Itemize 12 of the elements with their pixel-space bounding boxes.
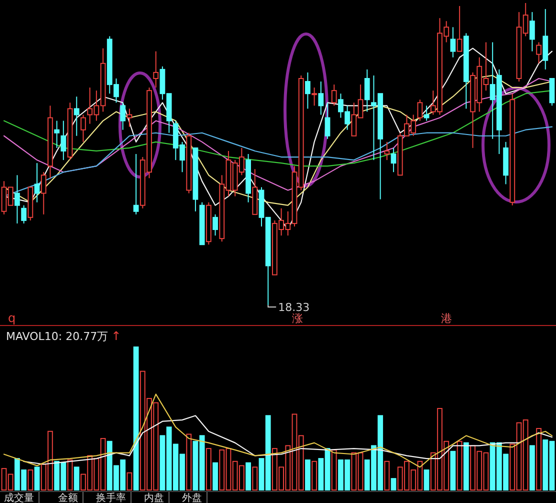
annotation: 金额: [58, 493, 78, 503]
annotation: MAVOL10: 20.77万: [6, 330, 108, 343]
annotation: 港: [441, 312, 452, 325]
annotation: 18.33: [278, 301, 310, 314]
annotation: 外盘: [182, 493, 202, 503]
annotation: 成交量: [4, 493, 34, 503]
annotation: 内盘: [144, 493, 164, 503]
annotation: ↑: [111, 329, 122, 343]
annotation: 涨: [292, 312, 303, 325]
annotation: q: [8, 311, 16, 325]
annotation: 18.33: [268, 301, 310, 314]
annotation: 换手率: [96, 493, 126, 503]
